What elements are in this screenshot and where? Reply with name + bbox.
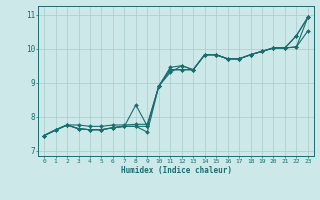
X-axis label: Humidex (Indice chaleur): Humidex (Indice chaleur) xyxy=(121,166,231,175)
